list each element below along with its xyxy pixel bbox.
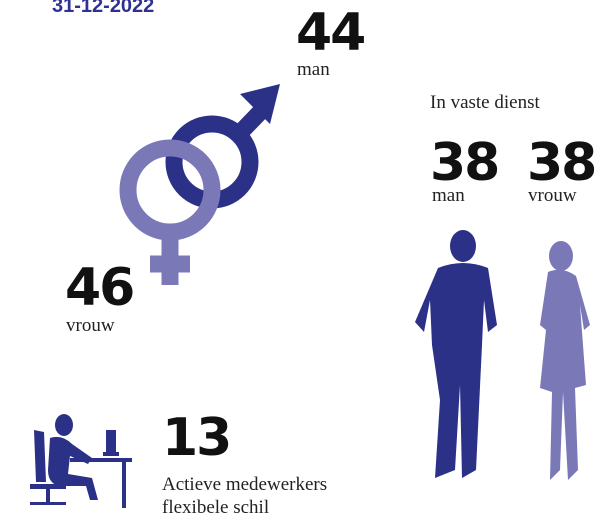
flexible-line: flexibele schil xyxy=(162,497,269,515)
permanent-men-label: man xyxy=(432,185,465,206)
permanent-women-count: 38 xyxy=(527,133,595,193)
men-label: man xyxy=(297,59,330,80)
man-silhouette xyxy=(415,230,497,478)
women-label: vrouw xyxy=(66,315,115,336)
men-count: 44 xyxy=(296,3,364,63)
flexible-line: Actieve medewerkers xyxy=(162,474,327,495)
permanent-title: In vaste dienst xyxy=(430,92,540,113)
infographic: 31-12-2022 44 man 46 vrouw In vaste dien… xyxy=(0,0,596,515)
permanent-women-label: vrouw xyxy=(528,185,577,206)
women-count: 46 xyxy=(65,258,133,318)
date: 31-12-2022 xyxy=(52,0,154,17)
woman-silhouette xyxy=(540,241,590,480)
desk-worker-icon xyxy=(30,414,132,508)
flexible-count: 13 xyxy=(162,408,230,468)
permanent-men-count: 38 xyxy=(430,133,498,193)
